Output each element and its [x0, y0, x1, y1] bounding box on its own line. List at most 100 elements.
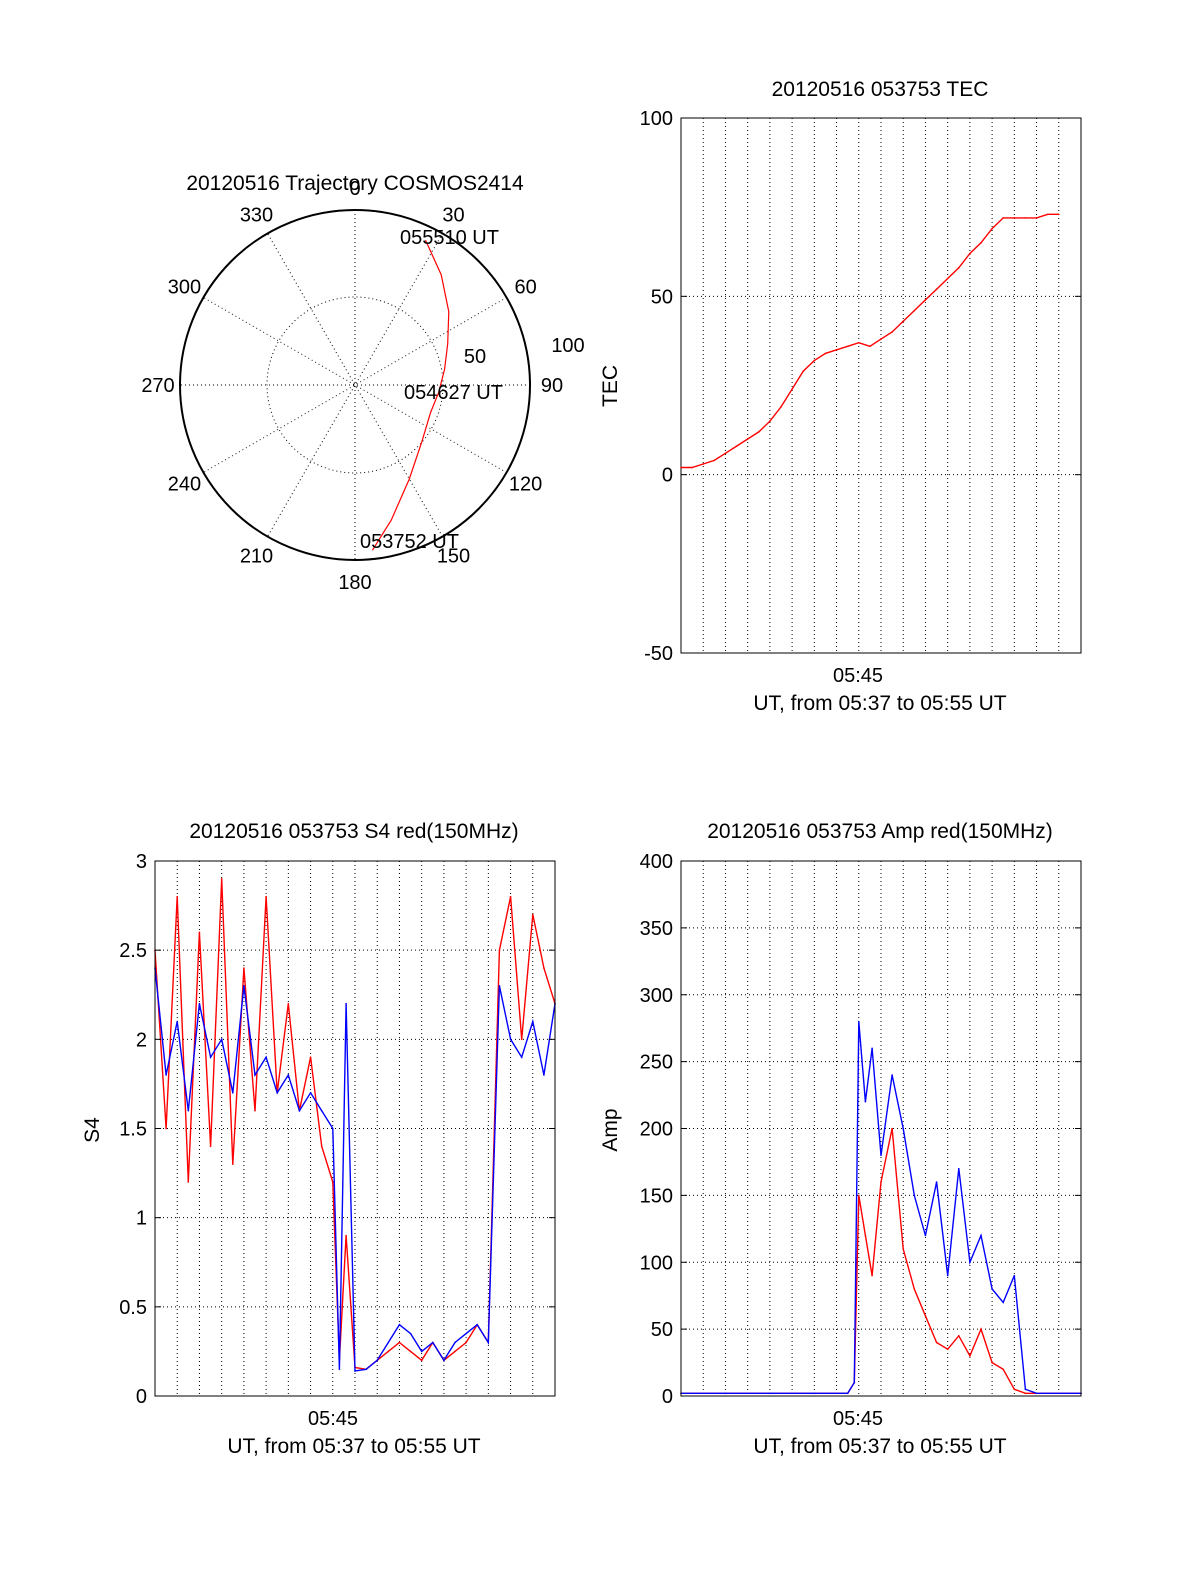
s4-xtick-label: 05:45: [308, 1408, 358, 1430]
s4-point-red: [509, 895, 512, 898]
tec-ytick-label: 0: [662, 465, 673, 487]
amp-point-blue: [957, 1167, 960, 1170]
s4-point-blue: [409, 1332, 412, 1335]
s4-point-blue: [338, 1368, 341, 1371]
tec-point-red: [957, 267, 960, 269]
s4-point-blue: [287, 1074, 290, 1076]
amp-point-red: [935, 1341, 938, 1344]
polar-trajectory-line: [371, 240, 450, 551]
s4-point-blue: [398, 1323, 401, 1326]
s4-point-red: [409, 1350, 412, 1353]
polar-azimuth-label: 150: [437, 546, 470, 568]
amp-ytick-label: 100: [640, 1252, 673, 1274]
s4-ytick-label: 3: [136, 851, 147, 873]
s4-point-blue: [331, 1127, 334, 1130]
amp-point-red: [871, 1274, 873, 1277]
s4-ytick-label: 1: [136, 1208, 147, 1230]
polar-azimuth-label: 30: [442, 204, 464, 226]
s4-point-blue: [476, 1323, 479, 1326]
amp-point-red: [1024, 1392, 1027, 1395]
s4-point-red: [454, 1350, 456, 1353]
amp-point-red: [891, 1127, 893, 1130]
s4-point-red: [465, 1341, 467, 1344]
tec-point-red: [946, 277, 949, 280]
s4-point-red: [254, 1109, 256, 1112]
polar-time-start: 053752 UT: [360, 531, 459, 553]
amp-point-red: [880, 1181, 882, 1183]
s4-point-blue: [531, 1020, 534, 1023]
s4-point-red: [243, 967, 245, 969]
tec-point-red: [935, 288, 938, 291]
s4-point-blue: [345, 1002, 347, 1005]
s4-point-red: [331, 1181, 334, 1183]
s4-point-blue: [431, 1341, 434, 1344]
polar-azimuth-label: 270: [141, 375, 174, 397]
amp-point-blue: [769, 1392, 771, 1395]
tec-point-red: [702, 463, 705, 465]
s4-ytick-label: 0.5: [119, 1297, 147, 1319]
s4-point-blue: [420, 1350, 423, 1353]
s4-point-blue: [543, 1074, 545, 1076]
amp-point-red: [946, 1348, 949, 1350]
s4-point-blue: [231, 1092, 234, 1094]
s4-point-blue: [209, 1056, 212, 1058]
s4-point-blue: [265, 1056, 267, 1058]
s4-point-blue: [243, 985, 245, 987]
tec-point-red: [691, 466, 693, 469]
tec-series: [680, 213, 1060, 469]
amp-xtick-label: 05:45: [833, 1408, 883, 1430]
polar-azimuth-label: 90: [541, 375, 563, 397]
tec-point-red: [724, 452, 727, 455]
s4-point-red: [531, 913, 534, 916]
amp-point-blue: [980, 1234, 982, 1237]
tec-point-red: [857, 341, 860, 344]
amp-ytick-label: 350: [640, 918, 673, 940]
amp-ytick-label: 250: [640, 1052, 673, 1074]
amp-point-red: [913, 1288, 916, 1290]
amp-point-blue: [946, 1274, 949, 1277]
amp-point-blue: [969, 1261, 971, 1264]
tec-point-red: [824, 352, 827, 355]
s4-point-blue: [165, 1074, 167, 1076]
s4-point-blue: [443, 1359, 445, 1362]
s4-point-blue: [487, 1341, 490, 1344]
amp-yticks: 400 350 300 250 200 150 100 50 0: [640, 851, 1081, 1408]
s4-point-red: [543, 967, 545, 969]
s4-point-blue: [365, 1368, 367, 1371]
s4-point-red: [498, 949, 501, 951]
amp-ytick-label: 150: [640, 1185, 673, 1207]
s4-point-red: [231, 1163, 234, 1165]
polar-time-mid: 054627 UT: [404, 382, 503, 404]
amp-ytick-label: 50: [651, 1319, 673, 1341]
s4-point-blue: [454, 1341, 456, 1344]
s4-point-red: [320, 1145, 323, 1148]
amp-ytick-label: 200: [640, 1119, 673, 1141]
amp-point-blue: [853, 1381, 856, 1384]
s4-point-red: [165, 1127, 167, 1130]
tec-point-red: [880, 338, 882, 340]
s4-point-blue: [520, 1056, 523, 1058]
s4-title: 20120516 053753 S4 red(150MHz): [189, 820, 518, 843]
amp-ylabel: Amp: [599, 1108, 622, 1151]
s4-point-blue: [354, 1370, 356, 1372]
tec-point-red: [924, 299, 927, 301]
tec-title: 20120516 053753 TEC: [772, 78, 989, 101]
tec-point-red: [1035, 217, 1038, 219]
tec-point-red: [757, 431, 760, 433]
tec-gridlines: [681, 118, 1081, 653]
s4-point-blue: [320, 1109, 323, 1112]
s4-point-red: [345, 1234, 347, 1237]
tec-point-red: [1046, 213, 1049, 216]
tec-point-red: [802, 370, 805, 373]
polar-azimuth-label: 0: [349, 178, 360, 200]
tec-point-red: [846, 345, 849, 348]
amp-point-blue: [1024, 1388, 1027, 1391]
s4-ylabel: S4: [81, 1117, 104, 1143]
tec-point-red: [1057, 213, 1060, 216]
tec-point-red: [791, 388, 793, 390]
s4-xlabel: UT, from 05:37 to 05:55 UT: [227, 1435, 480, 1458]
s4-panel: 20120516 053753 S4 red(150MHz) 3 2.5 2 1.5 1…: [81, 820, 556, 1458]
s4-point-blue: [387, 1341, 390, 1344]
polar-azimuth-label: 330: [240, 204, 273, 226]
